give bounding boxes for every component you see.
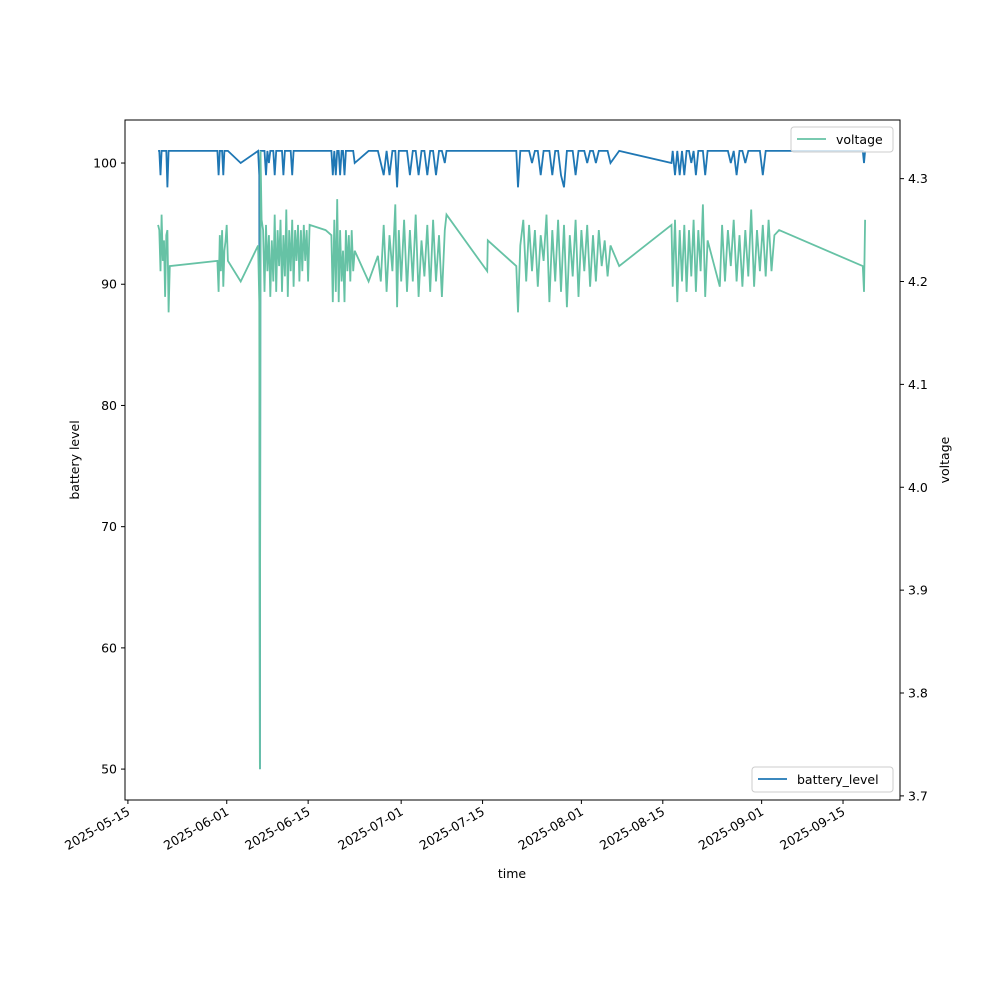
y-tick-label-left: 50 bbox=[101, 762, 117, 777]
x-tick-label: 2025-06-15 bbox=[242, 804, 312, 853]
legend-voltage-label: voltage bbox=[836, 132, 883, 147]
y-axis-label-left: battery level bbox=[67, 420, 82, 499]
x-axis-label: time bbox=[498, 866, 527, 881]
x-tick-label: 2025-08-01 bbox=[515, 804, 585, 853]
y-tick-label-right: 4.0 bbox=[908, 480, 928, 495]
y-tick-label-right: 4.3 bbox=[908, 171, 928, 186]
y-tick-label-left: 80 bbox=[101, 398, 117, 413]
battery-level-line bbox=[158, 149, 866, 770]
voltage-line bbox=[157, 150, 866, 770]
x-tick-label: 2025-07-15 bbox=[417, 804, 487, 853]
x-tick-label: 2025-05-15 bbox=[62, 804, 132, 853]
plot-frame bbox=[124, 119, 901, 801]
x-tick-label: 2025-09-15 bbox=[777, 804, 847, 853]
legend-voltage: voltage bbox=[790, 126, 894, 153]
y-tick-label-right: 3.8 bbox=[908, 686, 928, 701]
y-tick-label-right: 4.1 bbox=[908, 377, 928, 392]
y-tick-label-left: 60 bbox=[101, 640, 117, 655]
y-tick-label-right: 3.9 bbox=[908, 583, 928, 598]
legend-battery-label: battery_level bbox=[797, 772, 879, 787]
y-axis-label-right: voltage bbox=[937, 436, 952, 483]
x-tick-label: 2025-08-15 bbox=[597, 804, 667, 853]
x-tick-label: 2025-07-01 bbox=[335, 804, 405, 853]
y-tick-label-left: 100 bbox=[93, 156, 117, 171]
y-tick-label-right: 3.7 bbox=[908, 788, 928, 803]
legend-battery-level: battery_level bbox=[751, 766, 894, 793]
x-tick-label: 2025-09-01 bbox=[696, 804, 766, 853]
y-tick-label-right: 4.2 bbox=[908, 274, 928, 289]
x-tick-label: 2025-06-01 bbox=[161, 804, 231, 853]
y-tick-label-left: 90 bbox=[101, 277, 117, 292]
y-tick-label-left: 70 bbox=[101, 519, 117, 534]
